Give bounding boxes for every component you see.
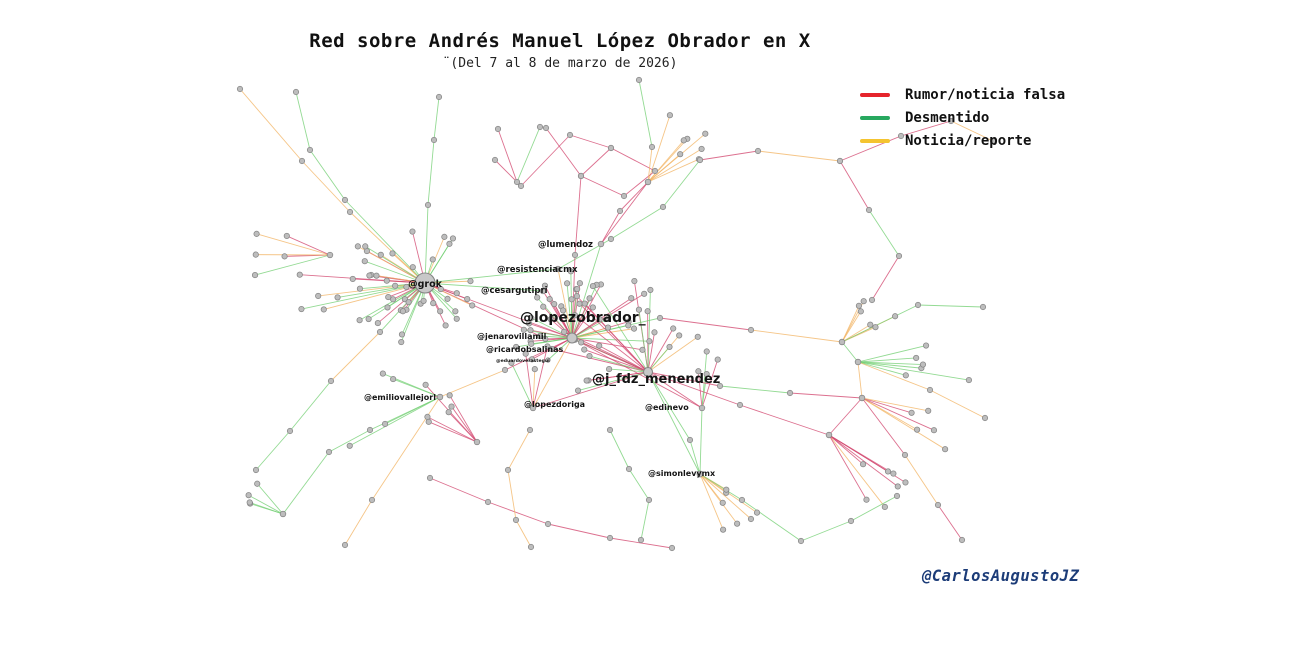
legend-label-desmentido: Desmentido [905, 109, 990, 126]
legend-swatch-green-icon [860, 115, 890, 120]
node-label: @j_fdz_menendez [592, 372, 720, 387]
chart-subtitle: ¨(Del 7 al 8 de marzo de 2026) [442, 56, 678, 71]
node-label: @cesargutipri [481, 286, 548, 296]
legend-swatch-red-icon [860, 92, 890, 97]
legend-row-desmentido: Desmentido [860, 106, 1065, 129]
node-label: @edinevo [645, 403, 689, 412]
node-label: @simonlevymx [648, 469, 716, 478]
node-label: @lumendoz [538, 240, 593, 250]
legend-label-rumor: Rumor/noticia falsa [905, 86, 1066, 103]
node-label: @jenarovillamil [477, 332, 547, 341]
node-label: @eduardoverastegui [496, 358, 550, 364]
legend-row-noticia: Noticia/reporte [860, 129, 1065, 152]
node-label: @emiliovallejorl [364, 393, 436, 402]
chart-title: Red sobre Andrés Manuel López Obrador en… [309, 30, 811, 52]
node-label: @ricardobsalinas [486, 345, 563, 354]
legend-swatch-orange-icon [860, 138, 890, 143]
node-label: @resistenciacmx [497, 265, 578, 275]
node-label: @lopezdoriga [524, 400, 585, 409]
legend-label-noticia: Noticia/reporte [905, 132, 1032, 149]
attribution-handle: @CarlosAugustoJZ [922, 567, 1080, 585]
node-label: @grok [408, 279, 443, 290]
legend: Rumor/noticia falsa Desmentido Noticia/r… [860, 83, 1065, 152]
node-label: @lopezobrador_ [520, 310, 646, 326]
legend-row-rumor: Rumor/noticia falsa [860, 83, 1065, 106]
